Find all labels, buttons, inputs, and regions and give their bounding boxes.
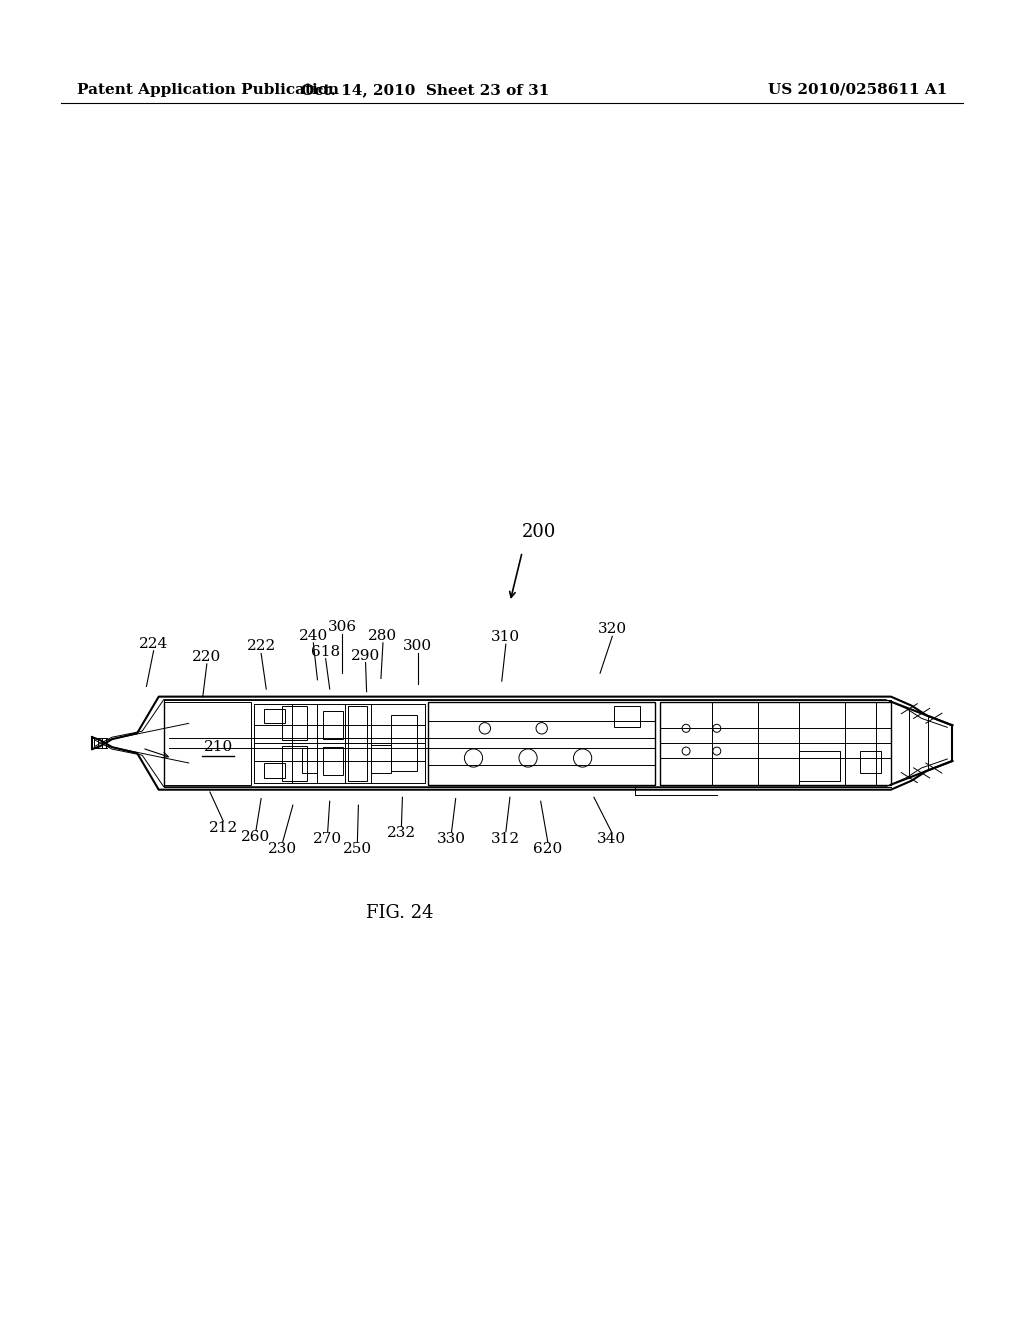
Text: 280: 280 [369,628,397,643]
Bar [323,711,343,739]
Bar [282,705,307,741]
Bar [302,748,317,774]
Bar [860,751,881,774]
Text: FIG. 24: FIG. 24 [366,904,433,923]
Bar [371,744,391,774]
Text: Oct. 14, 2010  Sheet 23 of 31: Oct. 14, 2010 Sheet 23 of 31 [301,83,549,96]
Text: 222: 222 [247,639,275,653]
Text: US 2010/0258611 A1: US 2010/0258611 A1 [768,83,947,96]
Bar [264,763,285,777]
Bar [264,709,285,723]
Text: Patent Application Publication: Patent Application Publication [77,83,339,96]
Bar [799,751,840,780]
Text: 212: 212 [209,821,238,836]
Text: 330: 330 [437,832,466,846]
Text: 312: 312 [492,832,520,846]
Text: 224: 224 [139,636,168,651]
Text: 290: 290 [351,648,380,663]
Text: 250: 250 [343,842,372,857]
Text: 230: 230 [268,842,297,857]
Text: 200: 200 [522,523,557,541]
Text: 232: 232 [387,826,416,841]
Bar [428,702,655,784]
Text: 210: 210 [204,741,232,754]
Bar [164,702,251,784]
Bar [391,715,417,771]
Bar [323,747,343,775]
Text: 306: 306 [328,619,356,634]
Bar [660,702,891,784]
Bar [282,746,307,780]
Text: 620: 620 [534,842,562,857]
Text: 240: 240 [299,628,328,643]
Text: 260: 260 [242,830,270,845]
Text: 220: 220 [193,649,221,664]
Text: 300: 300 [403,639,432,653]
Text: 270: 270 [313,832,342,846]
Text: 310: 310 [492,630,520,644]
Bar [348,743,367,780]
Bar [348,705,367,743]
Text: 320: 320 [598,622,627,636]
Text: 340: 340 [597,832,626,846]
Bar [614,706,640,726]
Text: 618: 618 [311,644,340,659]
